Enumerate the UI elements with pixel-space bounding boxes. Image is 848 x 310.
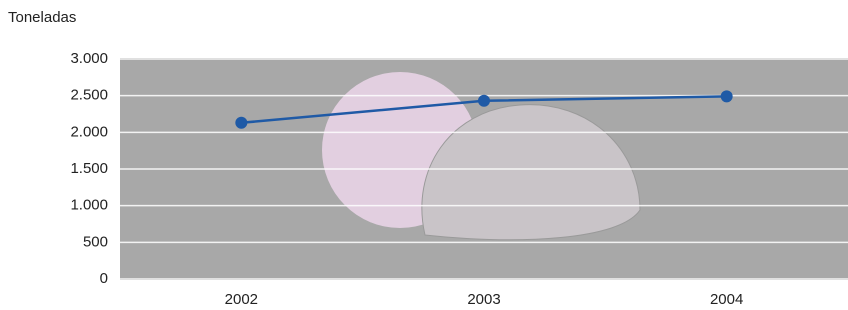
y-tick-label: 2.500 xyxy=(70,87,108,104)
y-tick-label: 0 xyxy=(100,270,108,287)
y-tick-label: 1.500 xyxy=(70,160,108,177)
x-tick-label: 2004 xyxy=(710,291,743,308)
chart: Toneladas 0 500 1.000 1.500 2.000 2.500 3.000 2… xyxy=(0,0,848,310)
x-tick-label: 2002 xyxy=(225,291,258,308)
y-tick-label: 3.000 xyxy=(70,50,108,67)
y-axis-label: Toneladas xyxy=(8,9,76,26)
data-point xyxy=(721,90,733,102)
data-point xyxy=(235,117,247,129)
y-tick-label: 500 xyxy=(83,233,108,250)
y-tick-label: 2.000 xyxy=(70,123,108,140)
x-tick-label: 2003 xyxy=(467,291,500,308)
y-tick-label: 1.000 xyxy=(70,197,108,214)
data-point xyxy=(478,95,490,107)
